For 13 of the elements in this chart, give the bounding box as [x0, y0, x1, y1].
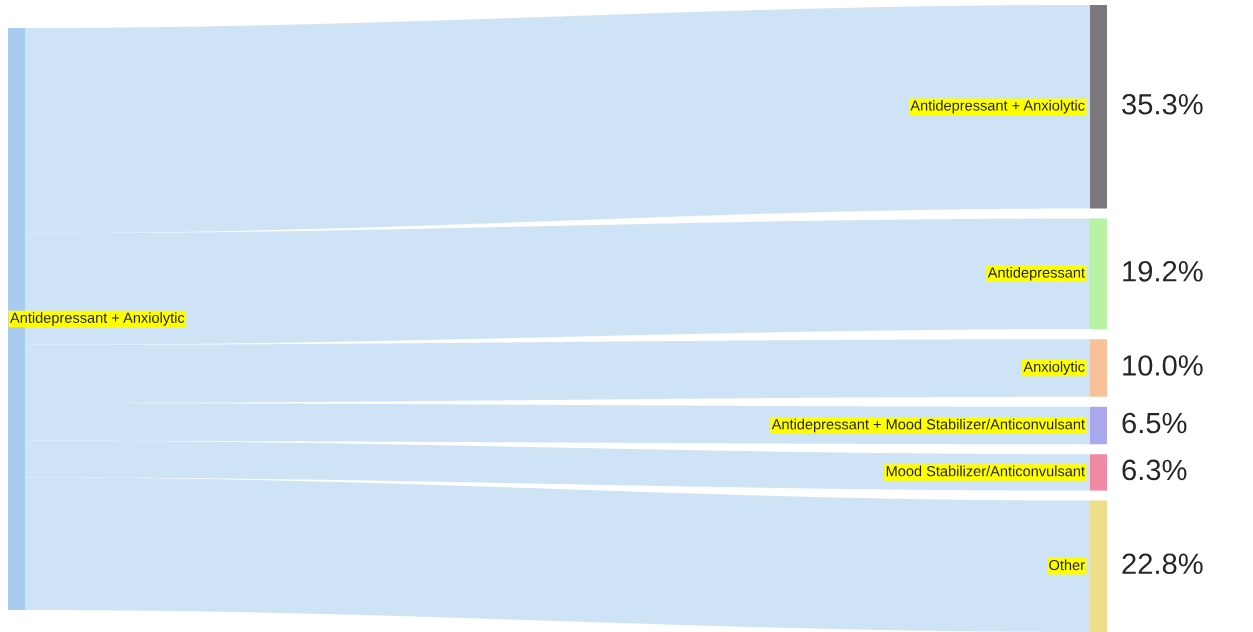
- category-label: Anxiolytic: [1023, 361, 1085, 375]
- category-label: Antidepressant + Mood Stabilizer/Anticonvulsant: [771, 418, 1085, 433]
- data-label: 22.8%: [1122, 553, 1203, 575]
- data-label: 19.2%: [1123, 260, 1203, 282]
- category-label: Antidepressant: [987, 267, 1085, 281]
- data-label: 6.3%: [1122, 459, 1187, 481]
- text: Antidepressant + Anxiolytic: [10, 312, 185, 326]
- data-label: 10.0%: [1123, 355, 1203, 376]
- category-label: Other: [1049, 559, 1085, 571]
- category-label: Mood Stabilizer/Anticonvulsant: [886, 465, 1085, 477]
- data-label: 35.3%: [1122, 93, 1203, 115]
- data-label: 6.5%: [1122, 412, 1187, 434]
- category-label: Antidepressant + Anxiolytic: [910, 99, 1085, 114]
